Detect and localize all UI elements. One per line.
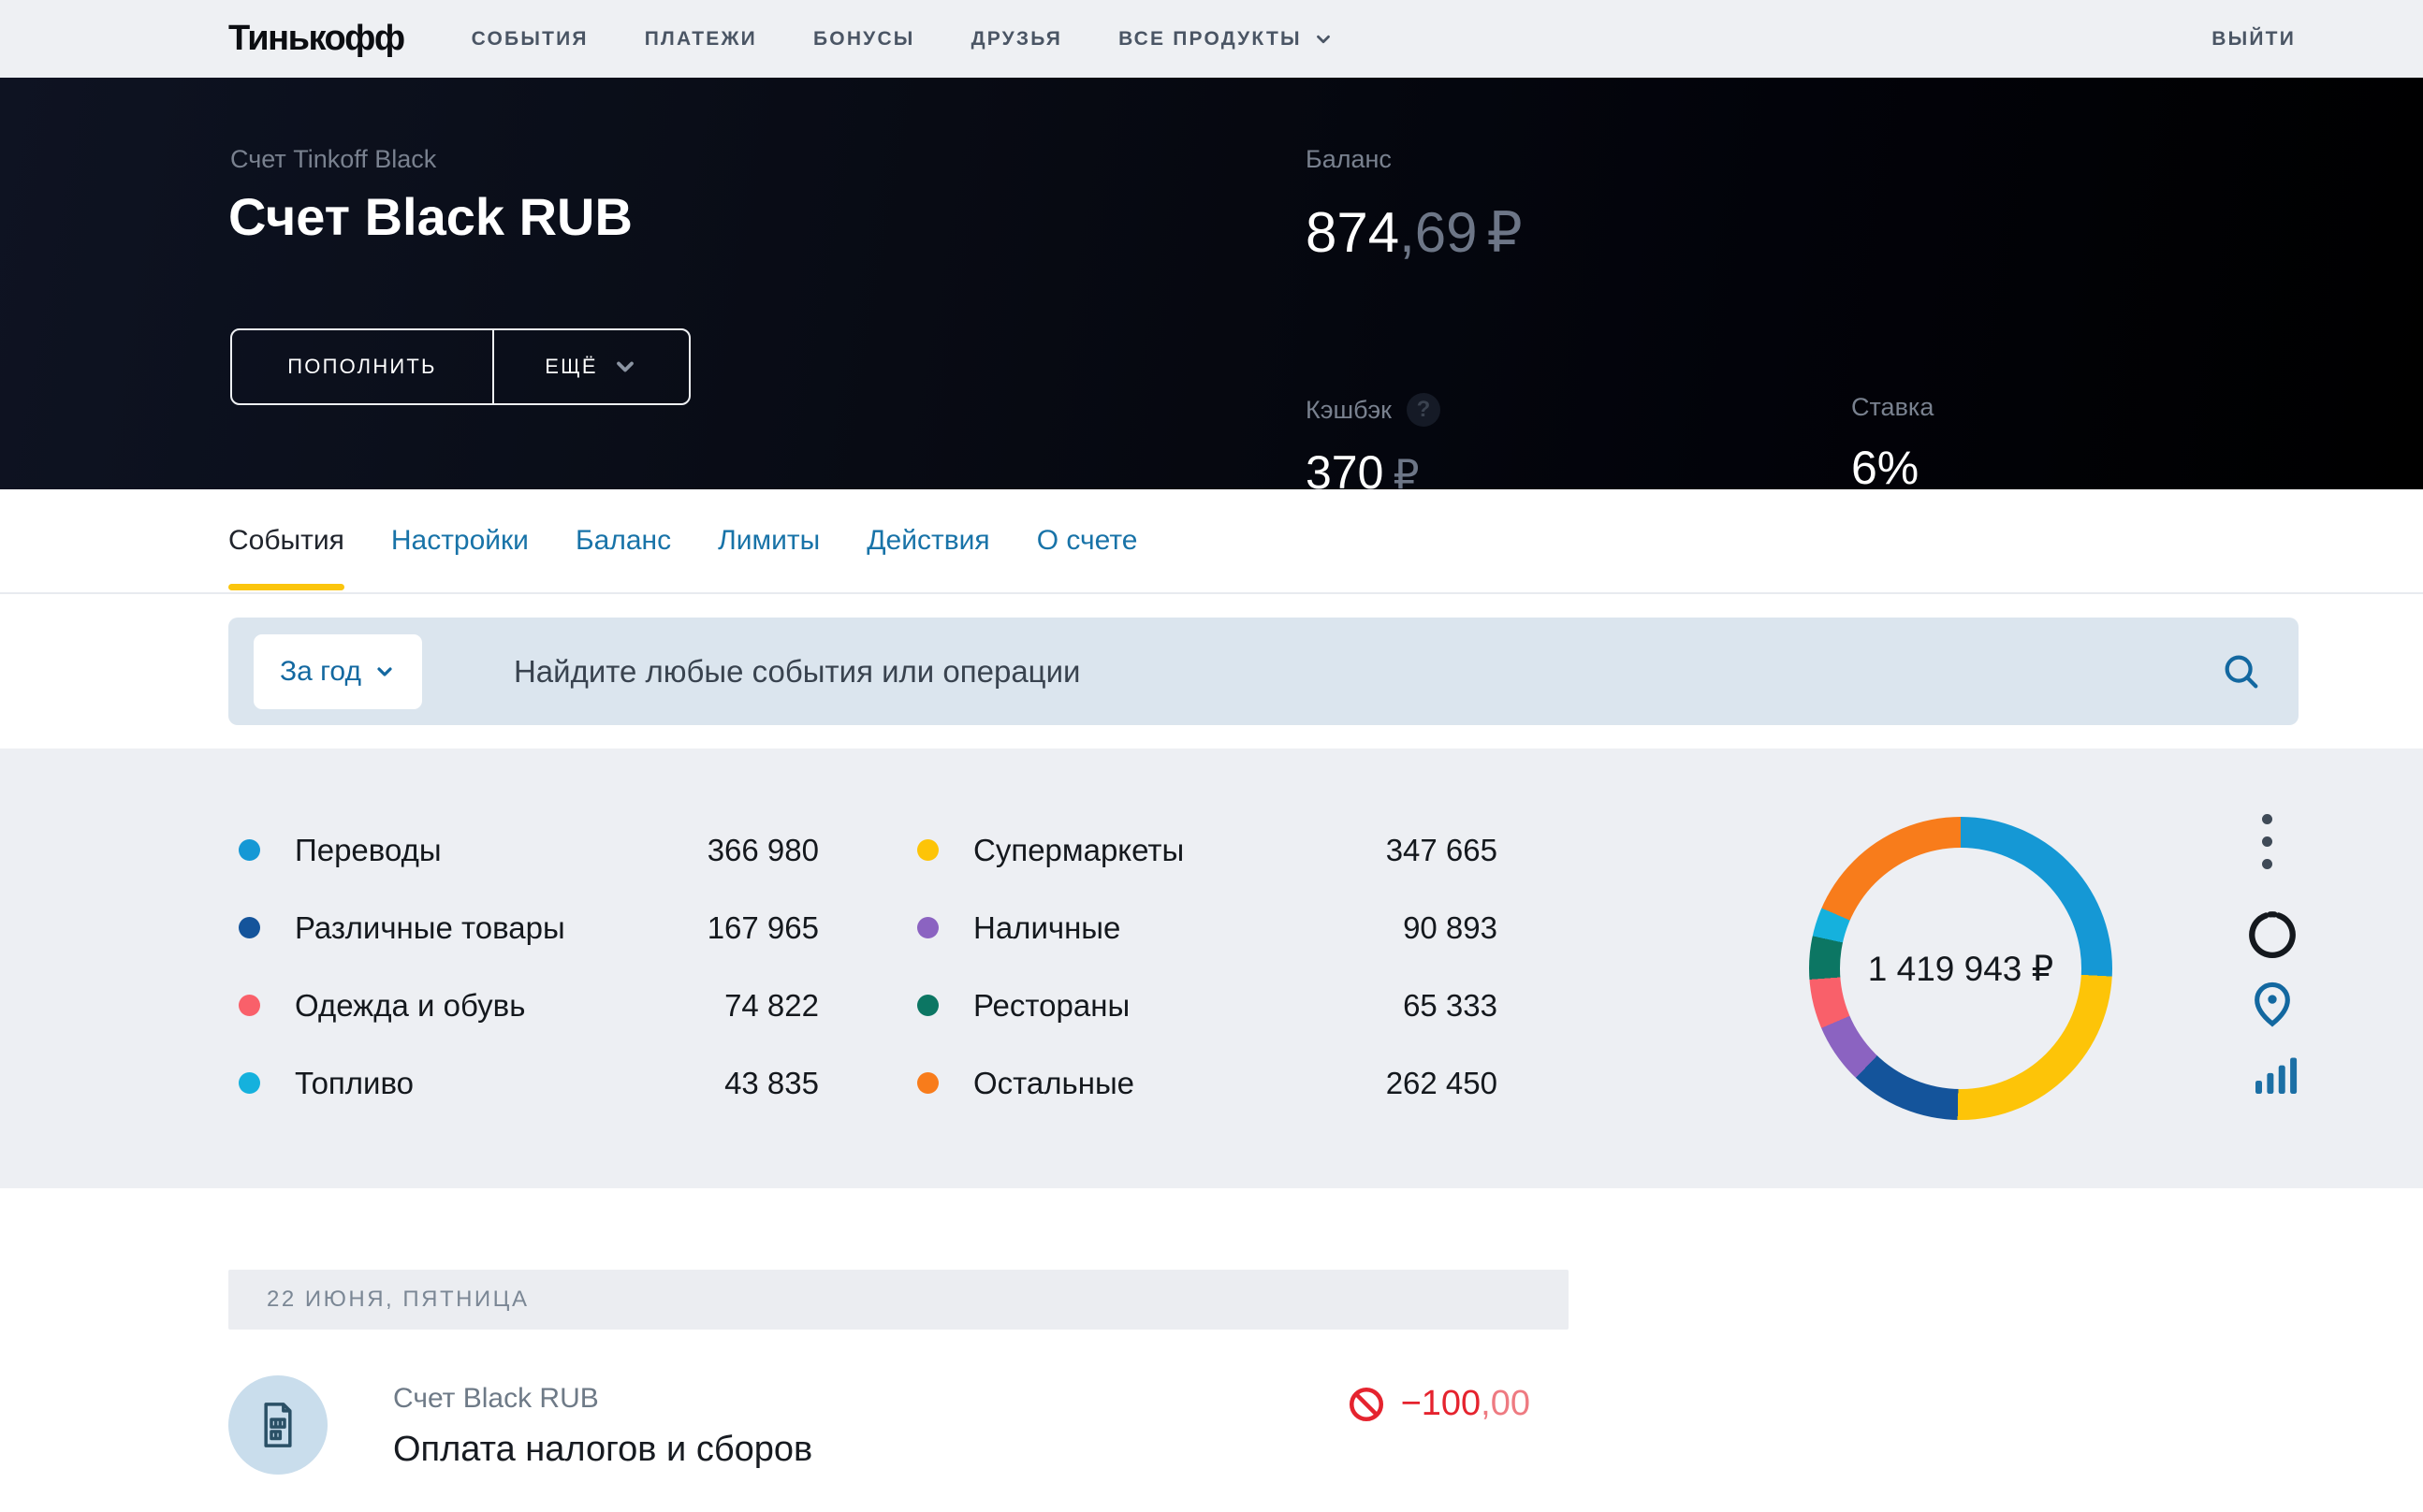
events-feed: 22 ИЮНЯ, ПЯТНИЦА Счет Black RUB Оплата н… — [0, 1188, 2423, 1512]
donut-ring[interactable]: 1 419 943 ₽ — [1809, 817, 2112, 1120]
amount-value: −100,00 — [1400, 1384, 1530, 1423]
ruble-sign: ₽ — [1393, 452, 1420, 498]
period-dropdown[interactable]: За год — [254, 633, 422, 709]
nav-item-payments[interactable]: ПЛАТЕЖИ — [644, 27, 757, 50]
search-section: За год — [0, 594, 2423, 749]
transaction-texts: Счет Black RUB Оплата налогов и сборов — [393, 1383, 812, 1475]
category-dot — [239, 917, 260, 938]
more-button[interactable]: ЕЩЁ — [494, 330, 689, 403]
main-nav: СОБЫТИЯ ПЛАТЕЖИ БОНУСЫ ДРУЗЬЯ ВСЕ ПРОДУК… — [472, 28, 1334, 51]
tab-about[interactable]: О счете — [1036, 525, 1138, 556]
rate-value: 6% — [1851, 442, 1919, 494]
transaction-title: Оплата налогов и сборов — [393, 1430, 813, 1469]
category-dot — [917, 839, 939, 861]
balance-label: Баланс — [1306, 145, 1392, 173]
pending-operations-icon[interactable] — [2245, 908, 2299, 962]
chevron-down-icon — [1316, 35, 1330, 43]
nav-item-events[interactable]: СОБЫТИЯ — [471, 27, 589, 50]
transaction-amount: −100,00 — [1347, 1384, 1530, 1424]
kebab-menu-icon[interactable] — [2262, 814, 2272, 869]
chevron-down-icon — [377, 666, 392, 676]
cashback-value: 370 ₽ — [1306, 446, 1420, 499]
category-dot — [917, 917, 939, 938]
chevron-down-icon — [616, 361, 634, 372]
top-nav: Тинькофф СОБЫТИЯ ПЛАТЕЖИ БОНУСЫ ДРУЗЬЯ В… — [0, 0, 2423, 78]
hero-actions: ПОПОЛНИТЬ ЕЩЁ — [230, 328, 691, 405]
transaction-avatar — [228, 1375, 328, 1475]
category-dot — [917, 1072, 939, 1094]
legend-item-other[interactable]: Остальные 262 450 — [917, 1044, 1497, 1122]
topup-button[interactable]: ПОПОЛНИТЬ — [232, 330, 494, 403]
account-hero: Счет Tinkoff Black Счет Black RUB ПОПОЛН… — [0, 78, 2423, 499]
logout-button[interactable]: ВЫЙТИ — [2211, 27, 2296, 50]
legend-item-transfers[interactable]: Переводы 366 980 — [239, 811, 819, 889]
balance-value: 874,69 ₽ — [1306, 201, 1523, 264]
transaction-row[interactable]: Счет Black RUB Оплата налогов и сборов — [228, 1375, 812, 1475]
ruble-sign: ₽ — [1486, 201, 1523, 264]
account-tabs: События Настройки Баланс Лимиты Действия… — [0, 489, 2423, 594]
donut-total: 1 419 943 ₽ — [1867, 949, 2054, 988]
category-dot — [239, 839, 260, 861]
tab-actions[interactable]: Действия — [867, 525, 990, 556]
nav-item-friends[interactable]: ДРУЗЬЯ — [971, 27, 1063, 50]
rate-label: Ставка — [1851, 393, 1934, 421]
category-legend: Переводы 366 980 Супермаркеты 347 665 Ра… — [239, 811, 1497, 1122]
balance-block: Баланс 874,69 ₽ — [1306, 145, 1523, 266]
account-title: Счет Black RUB — [228, 187, 633, 246]
category-dot — [239, 1072, 260, 1094]
tab-events[interactable]: События — [228, 489, 344, 592]
rate-block: Ставка 6% — [1851, 393, 1934, 495]
tax-document-icon — [264, 1403, 292, 1447]
transaction-account: Счет Black RUB — [393, 1383, 599, 1414]
legend-item-clothes[interactable]: Одежда и обувь 74 822 — [239, 967, 819, 1044]
tinkoff-logo[interactable]: Тинькофф — [228, 19, 405, 58]
nav-item-bonuses[interactable]: БОНУСЫ — [812, 27, 915, 50]
date-header: 22 ИЮНЯ, ПЯТНИЦА — [228, 1270, 1569, 1330]
tab-settings[interactable]: Настройки — [390, 525, 529, 556]
tab-balance[interactable]: Баланс — [575, 525, 672, 556]
search-bar: За год — [228, 618, 2299, 725]
account-subtitle: Счет Tinkoff Black — [230, 145, 437, 173]
legend-item-fuel[interactable]: Топливо 43 835 — [239, 1044, 819, 1122]
tab-limits[interactable]: Лимиты — [718, 525, 821, 556]
spending-summary: Переводы 366 980 Супермаркеты 347 665 Ра… — [0, 749, 2423, 1241]
legend-item-cash[interactable]: Наличные 90 893 — [917, 889, 1497, 967]
blocked-operation-icon — [1349, 1387, 1383, 1421]
search-input[interactable] — [513, 653, 2186, 690]
legend-item-supermarkets[interactable]: Супермаркеты 347 665 — [917, 811, 1497, 889]
bar-chart-icon[interactable] — [2249, 1048, 2301, 1100]
nav-item-all-products[interactable]: ВСЕ ПРОДУКТЫ — [1118, 28, 1334, 51]
location-pin-icon[interactable] — [2246, 977, 2299, 1029]
help-icon[interactable]: ? — [1406, 393, 1440, 427]
category-dot — [917, 995, 939, 1016]
cashback-block: Кэшбэк ? 370 ₽ — [1306, 393, 1440, 500]
search-icon[interactable] — [2220, 650, 2263, 693]
donut-center: 1 419 943 ₽ — [1840, 848, 2081, 1089]
category-dot — [239, 995, 260, 1016]
cashback-label: Кэшбэк — [1306, 395, 1392, 424]
legend-item-misc-goods[interactable]: Различные товары 167 965 — [239, 889, 819, 967]
legend-item-restaurants[interactable]: Рестораны 65 333 — [917, 967, 1497, 1044]
